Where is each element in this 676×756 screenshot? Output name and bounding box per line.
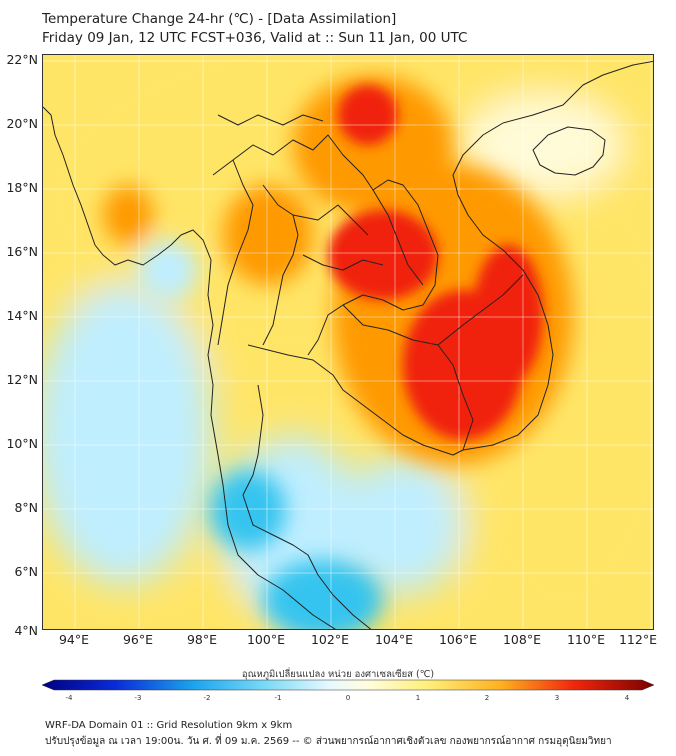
lon-label-108e: 108°E: [502, 632, 541, 647]
graticule: [43, 55, 653, 629]
colorbar-tick: 1: [415, 694, 421, 702]
map-panel: [42, 54, 654, 630]
country-borders: [43, 60, 653, 629]
lon-label-112e: 112°E: [618, 632, 657, 647]
colorbar-tick: -4: [65, 694, 73, 702]
lat-label-8n: 8°N: [14, 500, 38, 515]
lat-label-10n: 10°N: [6, 436, 38, 451]
hot-zone-myanmar: [223, 185, 313, 285]
colorbar-tick: -3: [134, 694, 142, 702]
colorbar-scale: [41, 679, 655, 691]
lat-label-20n: 20°N: [6, 116, 38, 131]
chart-title: Temperature Change 24-hr (℃) - [Data Ass…: [42, 11, 397, 27]
colorbar-title: อุณหภูมิเปลี่ยนแปลง หน่วย องศาเซลเซียส (…: [241, 669, 435, 680]
lat-label-18n: 18°N: [6, 180, 38, 195]
cool-zone-scs: [343, 455, 463, 595]
colorbar-tick: 0: [345, 694, 351, 702]
lon-label-96e: 96°E: [122, 632, 154, 647]
hot-zone-west-coast: [103, 185, 153, 245]
lat-label-16n: 16°N: [6, 244, 38, 259]
cold-zone-malacca: [263, 560, 383, 629]
very-hot-zone-north: [338, 85, 398, 145]
lon-label-104e: 104°E: [374, 632, 413, 647]
lat-label-22n: 22°N: [6, 52, 38, 67]
chart-subtitle: Friday 09 Jan, 12 UTC FCST+036, Valid at…: [42, 30, 468, 46]
lon-label-100e: 100°E: [246, 632, 285, 647]
lon-label-106e: 106°E: [438, 632, 477, 647]
colorbar-tick: 3: [554, 694, 560, 702]
colorbar-tick: 4: [624, 694, 630, 702]
lon-label-110e: 110°E: [566, 632, 605, 647]
lat-label-12n: 12°N: [6, 372, 38, 387]
lat-label-6n: 6°N: [14, 564, 38, 579]
cold-zone-west: [138, 240, 198, 300]
colorbar-tick: -1: [274, 694, 282, 702]
very-hot-zone-laos: [328, 210, 438, 300]
lon-label-94e: 94°E: [58, 632, 90, 647]
colorbar-tick: 2: [484, 694, 490, 702]
very-hot-zone-coast: [473, 245, 543, 385]
footer-credit: ปรับปรุงข้อมูล ณ เวลา 19:00น. วัน ศ. ที่…: [45, 736, 612, 747]
cool-zone-andaman: [43, 285, 213, 585]
cool-zone-hainan: [463, 95, 623, 195]
lon-label-102e: 102°E: [310, 632, 349, 647]
colorbar: [41, 679, 655, 691]
lat-label-4n: 4°N: [14, 623, 38, 638]
footer-model-info: WRF-DA Domain 01 :: Grid Resolution 9km …: [45, 720, 293, 731]
lat-label-14n: 14°N: [6, 308, 38, 323]
colorbar-tick: -2: [203, 694, 211, 702]
lon-label-98e: 98°E: [186, 632, 218, 647]
temperature-change-map: [43, 55, 653, 629]
